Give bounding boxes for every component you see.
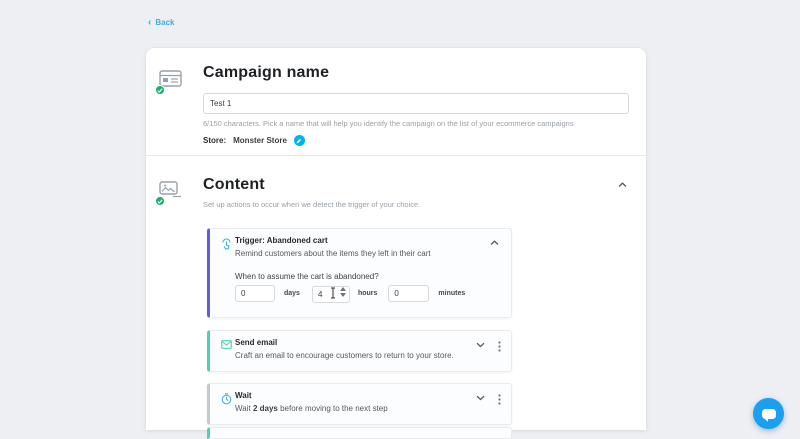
trigger-tap-icon	[221, 238, 232, 250]
campaign-name-helper: 6/150 characters. Pick a name that will …	[203, 119, 574, 128]
browser-card-icon	[159, 70, 182, 87]
chevron-up-icon	[618, 182, 627, 187]
content-collapse-button[interactable]	[616, 180, 629, 190]
chevron-left-icon: ‹	[148, 16, 152, 28]
abandon-time-row: days hours minutes	[235, 284, 465, 303]
days-input[interactable]	[235, 285, 275, 302]
chat-bubble-icon	[761, 408, 776, 422]
days-label: days	[284, 290, 300, 297]
trigger-collapse-button[interactable]	[488, 238, 501, 248]
content-description: Set up actions to occur when we detect t…	[203, 200, 421, 209]
wait-description-duration: 2 days	[252, 404, 278, 413]
step-complete-badge	[155, 85, 165, 95]
next-card-partial[interactable]	[207, 427, 512, 439]
hours-input-wrap	[311, 284, 350, 303]
content-title: Content	[203, 176, 265, 193]
trigger-card-title: Trigger: Abandoned cart	[235, 236, 328, 245]
campaign-name-input[interactable]	[203, 93, 629, 114]
envelope-icon	[221, 340, 232, 349]
section-divider	[146, 155, 646, 156]
back-label: Back	[155, 18, 175, 27]
wait-card-description: Wait 2 days before moving to the next st…	[235, 404, 388, 413]
chevron-up-icon	[490, 240, 499, 245]
chat-launcher-button[interactable]	[753, 398, 784, 429]
campaign-editor-page: { "page": { "back_label": "Back" }, "cam…	[146, 16, 784, 439]
wait-expand-button[interactable]	[474, 393, 487, 403]
check-icon	[157, 198, 163, 204]
kebab-menu-icon	[498, 394, 501, 405]
minutes-input[interactable]	[388, 285, 430, 302]
timer-icon	[221, 393, 232, 405]
action-cards-list: Trigger: Abandoned cart Remind customers…	[207, 228, 512, 439]
image-icon	[159, 181, 181, 198]
chevron-down-icon	[476, 395, 485, 401]
trigger-card-description: Remind customers about the items they le…	[235, 249, 431, 258]
kebab-menu-icon	[498, 341, 501, 352]
hours-label: hours	[357, 290, 378, 297]
step-complete-badge	[155, 196, 165, 206]
content-section-icon	[155, 181, 185, 206]
store-label: Store:	[203, 136, 227, 145]
chevron-down-icon	[476, 342, 485, 348]
check-icon	[157, 87, 163, 93]
send-email-card-description: Craft an email to encourage customers to…	[235, 351, 454, 360]
send-email-expand-button[interactable]	[474, 340, 487, 350]
send-email-card[interactable]: Send email Craft an email to encourage c…	[207, 330, 512, 372]
back-link[interactable]: ‹ Back	[148, 16, 175, 28]
campaign-name-title: Campaign name	[203, 64, 330, 81]
wait-description-prefix: Wait	[235, 404, 253, 413]
minutes-label: minutes	[438, 290, 466, 297]
main-panel: Campaign name 6/150 characters. Pick a n…	[146, 48, 646, 439]
stepper-up-icon[interactable]	[339, 287, 346, 291]
send-email-card-title: Send email	[235, 338, 278, 347]
wait-menu-button[interactable]	[496, 392, 503, 407]
hours-stepper[interactable]	[339, 287, 346, 297]
abandon-question-label: When to assume the cart is abandoned?	[235, 272, 379, 281]
wait-card[interactable]: Wait Wait 2 days before moving to the ne…	[207, 383, 512, 425]
store-edit-button[interactable]	[293, 135, 305, 146]
wait-description-suffix: before moving to the next step	[277, 404, 388, 413]
stepper-down-icon[interactable]	[339, 293, 346, 297]
store-name: Monster Store	[233, 136, 287, 145]
campaign-name-section-icon	[155, 70, 185, 95]
wait-card-title: Wait	[235, 391, 252, 400]
store-row: Store: Monster Store	[203, 135, 305, 146]
pencil-icon	[297, 138, 302, 143]
send-email-menu-button[interactable]	[496, 339, 503, 354]
trigger-card[interactable]: Trigger: Abandoned cart Remind customers…	[207, 228, 512, 318]
